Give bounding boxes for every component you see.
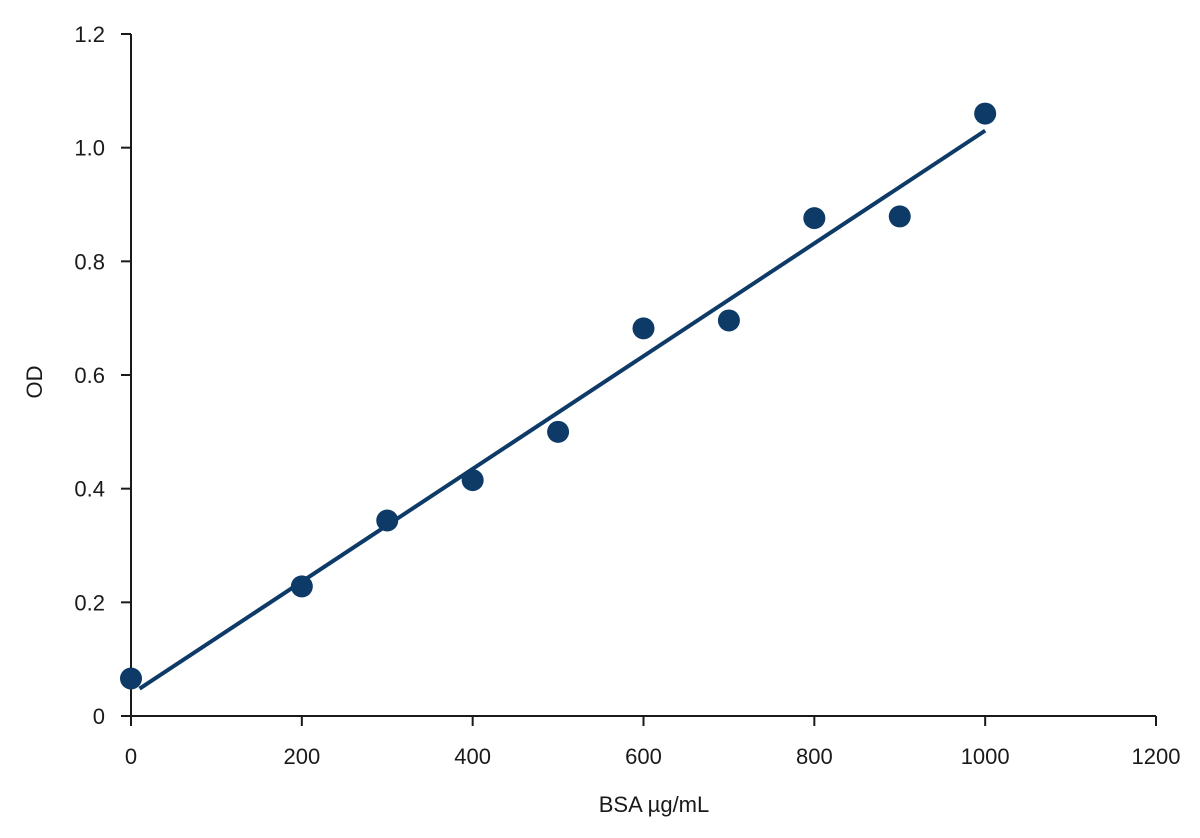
y-axis-ticks: 0 0.2 0.4 0.6 0.8 1.0 1.2 bbox=[74, 22, 131, 729]
y-tick-label: 0.4 bbox=[74, 477, 105, 502]
x-tick-label: 200 bbox=[283, 744, 320, 769]
data-point bbox=[461, 469, 484, 492]
x-tick-label: 1000 bbox=[961, 744, 1010, 769]
x-tick-label: 400 bbox=[454, 744, 491, 769]
y-tick-label: 0 bbox=[93, 704, 105, 729]
x-axis-title: BSA µg/mL bbox=[599, 792, 710, 817]
data-point bbox=[803, 207, 826, 230]
trendline-layer bbox=[138, 128, 987, 691]
axes bbox=[130, 34, 1156, 717]
x-tick-label: 800 bbox=[796, 744, 833, 769]
y-tick-label: 1.2 bbox=[74, 22, 105, 47]
data-point bbox=[547, 420, 570, 443]
x-tick-label: 1200 bbox=[1132, 744, 1181, 769]
y-tick-label: 0.2 bbox=[74, 590, 105, 615]
y-axis-title: OD bbox=[22, 366, 47, 399]
trendline bbox=[138, 128, 987, 691]
y-tick-label: 0.6 bbox=[74, 363, 105, 388]
data-point bbox=[376, 509, 399, 532]
x-tick-label: 600 bbox=[625, 744, 662, 769]
data-point bbox=[632, 317, 655, 340]
data-point bbox=[974, 102, 997, 125]
data-point bbox=[120, 667, 142, 690]
y-tick-label: 0.8 bbox=[74, 249, 105, 274]
x-axis-ticks: 0 200 400 600 800 1000 1200 bbox=[125, 716, 1181, 769]
y-tick-label: 1.0 bbox=[74, 136, 105, 161]
data-point bbox=[290, 575, 313, 598]
data-point bbox=[717, 309, 740, 332]
x-tick-label: 0 bbox=[125, 744, 137, 769]
data-points bbox=[120, 102, 997, 690]
data-point bbox=[888, 205, 911, 228]
